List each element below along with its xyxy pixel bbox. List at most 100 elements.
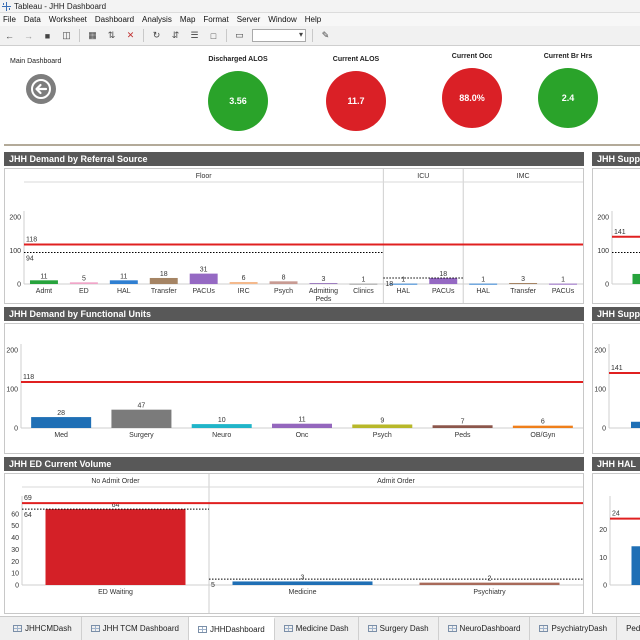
dashboard-tab-icon	[367, 625, 377, 632]
x-tick-label: HAL	[117, 288, 131, 295]
x-tick-label: Peds	[455, 432, 471, 439]
bar-value-label: 7	[461, 418, 465, 425]
y-tick-label: 100	[6, 387, 18, 394]
y-tick-label: 0	[17, 282, 21, 289]
panel-title: JHH ED Current Volume	[9, 459, 112, 469]
swap-icon[interactable]: ⇅	[107, 30, 116, 40]
add-data-icon[interactable]: ▦	[88, 30, 97, 40]
zoom-dropdown[interactable]	[252, 29, 306, 42]
bar	[389, 283, 418, 285]
menu-window[interactable]: Window	[268, 15, 297, 24]
toolbar: ← → ■ ◫ ▦ ⇅ ✕ ↻ ⇵ ☰ □ ▭ ✎	[0, 26, 640, 46]
x-tick-label: Transfer	[510, 288, 536, 295]
menu-worksheet[interactable]: Worksheet	[48, 15, 87, 24]
menu-file[interactable]: File	[3, 15, 16, 24]
bar	[29, 280, 58, 284]
dashboard-tab-icon	[539, 625, 549, 632]
bar-value-label: 31	[200, 267, 208, 274]
chart-hal[interactable]: 010201424	[592, 473, 640, 614]
bar	[269, 281, 298, 284]
label-icon[interactable]: □	[210, 30, 217, 41]
y-tick-label: 0	[603, 583, 607, 590]
sort-icon[interactable]: ⇵	[171, 30, 180, 40]
kpi-value: 3.56	[229, 96, 247, 106]
y-tick-label: 100	[597, 248, 609, 255]
database-icon[interactable]: ◫	[62, 30, 71, 40]
chart-referral[interactable]: 0 100 200 Floor 11 Admt 5 ED 11 HAL 18 Transfer 31 PA…	[4, 168, 584, 304]
bar	[429, 277, 458, 284]
dashboard-tab-icon	[283, 625, 293, 632]
menu-map[interactable]: Map	[179, 15, 196, 24]
group-icon[interactable]: ☰	[190, 30, 199, 40]
bar-value-label: 11	[40, 273, 47, 280]
x-tick-label: HAL	[476, 288, 490, 295]
x-tick-label: Psych	[274, 288, 293, 295]
x-tick-label: PACUs	[192, 288, 215, 295]
forward-arrow-icon[interactable]: →	[24, 30, 33, 41]
kpi-value: 2.4	[561, 93, 575, 103]
sheet-tab[interactable]: JHHCMDash	[4, 617, 82, 640]
menu-server[interactable]: Server	[236, 15, 261, 24]
bar-value-label: 3	[301, 574, 305, 581]
bar-value-label: 11	[298, 417, 305, 424]
bar-value-label: 18	[160, 271, 168, 278]
y-tick-label: 0	[15, 583, 19, 590]
tab-label: PsychiatryDash	[551, 624, 608, 633]
sheet-tab[interactable]: NeuroDashboard	[439, 617, 531, 640]
bar	[432, 425, 493, 428]
x-tick-label: Surgery	[129, 432, 154, 439]
menu-help[interactable]: Help	[304, 15, 322, 24]
kpi-title: Current Br Hrs	[543, 53, 593, 60]
chart-supp-top[interactable]: 010020030Empl141	[592, 168, 640, 304]
sheet-tab[interactable]: PedsAssignTm	[617, 617, 640, 640]
x-tick-label: Medicine	[288, 589, 316, 596]
sheet-tab[interactable]: JHHDashboard	[189, 617, 275, 640]
chart-supp-mid[interactable]: 010020016141	[592, 323, 640, 454]
dashboard-tab-icon	[90, 625, 100, 632]
sheet-tab[interactable]: Medicine Dash	[275, 617, 359, 640]
reference-line-label: 141	[614, 229, 626, 236]
sheet-tab[interactable]: JHH TCM Dashboard	[82, 617, 189, 640]
dashboard-tab-icon	[447, 625, 457, 632]
pen-icon[interactable]: ✎	[321, 30, 330, 40]
menu-analysis[interactable]: Analysis	[142, 15, 172, 24]
kpi-discharged-alos: Discharged ALOS 3.56	[198, 56, 278, 131]
chart-ed[interactable]: 0 10 20 30 40 50 60 No Admit Order 64 ED Waiting A…	[4, 473, 584, 614]
back-arrow-button[interactable]	[26, 74, 56, 104]
kpi-circle[interactable]: 3.56	[208, 71, 268, 131]
y-tick-label: 60	[11, 511, 19, 518]
bar	[109, 280, 138, 284]
title-bar: Tableau - JHH Dashboard	[0, 0, 640, 13]
menu-dashboard[interactable]: Dashboard	[94, 15, 135, 24]
menu-data[interactable]: Data	[23, 15, 41, 24]
back-arrow-icon[interactable]: ←	[5, 30, 14, 41]
reference-line-label: 141	[611, 365, 623, 372]
sheet-tab[interactable]: Surgery Dash	[359, 617, 439, 640]
kpi-circle[interactable]: 11.7	[326, 71, 386, 131]
kpi-title: Discharged ALOS	[208, 56, 268, 63]
bar	[309, 282, 338, 284]
x-tick-label: IRC	[238, 288, 250, 295]
kpi-circle[interactable]: 2.4	[538, 68, 598, 128]
y-tick-label: 20	[11, 559, 19, 566]
refresh-icon[interactable]: ↻	[152, 30, 161, 40]
menu-format[interactable]: Format	[203, 15, 229, 24]
panel-title: JHH HAL	[597, 459, 637, 469]
reference-line-label: 64	[24, 512, 32, 519]
arrow-left-icon	[31, 79, 51, 99]
clear-icon[interactable]: ✕	[126, 30, 135, 40]
kpi-circle[interactable]: 88.0%	[442, 68, 502, 128]
toolbar-separator	[226, 29, 227, 42]
presentation-icon[interactable]: ▭	[235, 30, 244, 40]
kpi-value: 88.0%	[459, 93, 485, 103]
reference-line-label: 18	[385, 281, 393, 288]
chart-functional[interactable]: 0 100 200 28 Med 47 Surgery 10 Neuro 11 Onc 9 Psych 7…	[4, 323, 584, 454]
sheet-tab[interactable]: PsychiatryDash	[530, 617, 618, 640]
y-tick-label: 200	[594, 348, 606, 355]
kpi-current-br-hrs: Current Br Hrs 2.4	[528, 53, 608, 128]
panel-header-functional: JHH Demand by Functional Units	[4, 307, 584, 321]
chart-svg: 0100200Floor11Admt5ED11HAL18Transfer31PA…	[9, 169, 583, 303]
panel-header-ed: JHH ED Current Volume	[4, 457, 584, 471]
save-icon[interactable]: ■	[44, 30, 51, 41]
